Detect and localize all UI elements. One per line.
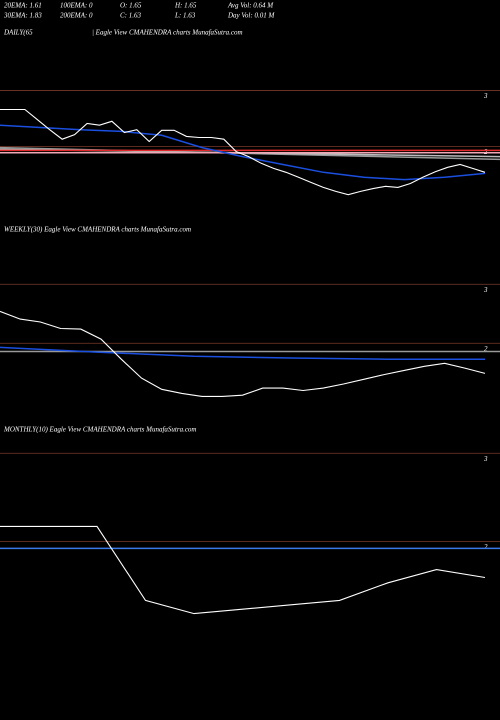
y-tick-label: 3 bbox=[483, 455, 488, 463]
panel-label: DAILY(65 bbox=[3, 29, 33, 37]
header-stat: Day Vol: 0.01 M bbox=[227, 12, 275, 20]
header-stat: 30EMA: 1.83 bbox=[3, 12, 42, 20]
price-line bbox=[0, 525, 486, 615]
y-tick-label: 3 bbox=[483, 286, 488, 294]
header-stat: H: 1.65 bbox=[174, 2, 197, 10]
price-line bbox=[0, 346, 485, 360]
price-line bbox=[0, 108, 486, 196]
header-stat: O: 1.65 bbox=[120, 2, 142, 10]
header-stat: L: 1.63 bbox=[174, 12, 196, 20]
panel-label: | Eagle View CMAHENDRA charts MunafaSutr… bbox=[92, 29, 243, 37]
header-stat: Avg Vol: 0.64 M bbox=[227, 2, 274, 10]
header-stat: 200EMA: 0 bbox=[60, 12, 93, 20]
price-line bbox=[0, 310, 486, 397]
y-tick-label: 2 bbox=[484, 543, 488, 551]
panel-label: WEEKLY(30) Eagle View CMAHENDRA charts M… bbox=[4, 226, 191, 234]
header-stat: 100EMA: 0 bbox=[60, 2, 93, 10]
y-tick-label: 3 bbox=[483, 92, 488, 100]
header-stat: 20EMA: 1.61 bbox=[4, 2, 42, 10]
panel-label: MONTHLY(10) Eagle View CMAHENDRA charts … bbox=[3, 426, 196, 434]
header-stat: C: 1.63 bbox=[120, 12, 142, 20]
y-tick-label: 2 bbox=[484, 345, 488, 353]
